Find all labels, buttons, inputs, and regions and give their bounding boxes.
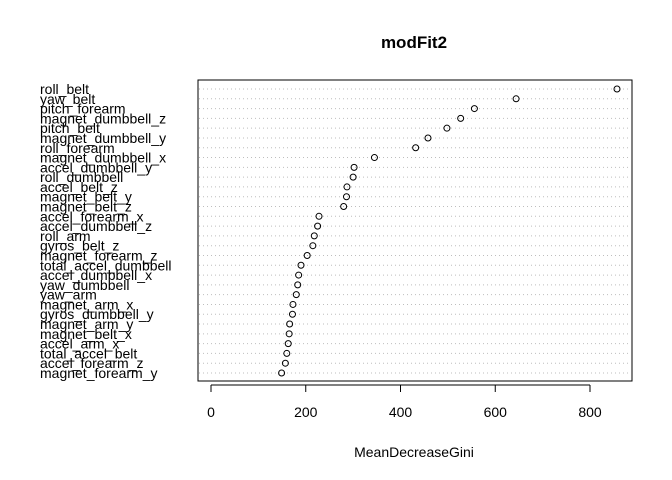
data-point bbox=[283, 349, 291, 357]
category-label: magnet_dumbbell_y bbox=[40, 130, 166, 146]
category-label: roll_forearm bbox=[40, 140, 115, 156]
chart-title: modFit2 bbox=[381, 33, 447, 52]
x-axis: 0 200 400 600 800 bbox=[207, 384, 602, 420]
data-point bbox=[370, 154, 378, 162]
category-label: magnet_belt_z bbox=[40, 199, 132, 215]
data-point bbox=[295, 271, 303, 279]
data-point bbox=[288, 310, 296, 318]
x-tick-label: 0 bbox=[207, 404, 215, 420]
data-point bbox=[309, 242, 317, 250]
data-point bbox=[294, 281, 302, 289]
data-point bbox=[412, 144, 420, 152]
category-label: pitch_belt bbox=[40, 120, 100, 136]
data-point bbox=[350, 163, 358, 171]
data-point bbox=[443, 124, 451, 132]
category-label: pitch_forearm bbox=[40, 101, 126, 117]
category-label: accel_forearm_z bbox=[40, 355, 144, 371]
data-point bbox=[424, 134, 432, 142]
category-label: yaw_belt bbox=[40, 91, 95, 107]
x-tick-label: 200 bbox=[294, 404, 318, 420]
category-label: total_accel_belt bbox=[40, 345, 137, 361]
data-point bbox=[303, 251, 311, 259]
data-point bbox=[343, 183, 351, 191]
category-label: magnet_dumbbell_z bbox=[40, 110, 166, 126]
plot-frame bbox=[197, 79, 633, 382]
data-point bbox=[314, 222, 322, 230]
category-label: gyros_belt_z bbox=[40, 238, 119, 254]
category-label: roll_dumbbell bbox=[40, 169, 123, 185]
data-point bbox=[285, 330, 293, 338]
data-point bbox=[289, 300, 297, 308]
category-label: accel_forearm_x bbox=[40, 208, 144, 224]
data-point bbox=[281, 359, 289, 367]
x-axis-title: MeanDecreaseGini bbox=[354, 444, 474, 460]
data-point bbox=[315, 212, 323, 220]
category-label: accel_dumbbell_x bbox=[40, 267, 152, 283]
category-label: yaw_arm bbox=[40, 287, 97, 303]
data-point bbox=[342, 193, 350, 201]
points bbox=[278, 85, 621, 377]
category-label: magnet_dumbbell_x bbox=[40, 150, 166, 166]
category-label: magnet_forearm_y bbox=[40, 365, 158, 381]
category-label: accel_arm_x bbox=[40, 336, 119, 352]
category-label: magnet_forearm_z bbox=[40, 247, 158, 263]
data-point bbox=[349, 173, 357, 181]
category-label: magnet_arm_y bbox=[40, 316, 133, 332]
data-point bbox=[470, 105, 478, 113]
x-tick-label: 800 bbox=[578, 404, 602, 420]
data-point bbox=[310, 232, 318, 240]
data-point bbox=[613, 85, 621, 93]
category-label: accel_dumbbell_z bbox=[40, 218, 152, 234]
data-point bbox=[292, 291, 300, 299]
data-point bbox=[284, 340, 292, 348]
data-point bbox=[340, 203, 348, 211]
x-tick-label: 600 bbox=[484, 404, 508, 420]
category-label: gyros_dumbbell_y bbox=[40, 306, 154, 322]
category-label: magnet_arm_x bbox=[40, 296, 133, 312]
grid-lines bbox=[199, 88, 631, 374]
category-label: accel_belt_z bbox=[40, 179, 118, 195]
data-point bbox=[457, 114, 465, 122]
category-label: accel_dumbbell_y bbox=[40, 159, 152, 175]
data-point bbox=[512, 95, 520, 103]
category-label: roll_arm bbox=[40, 228, 91, 244]
category-label: yaw_dumbbell bbox=[40, 277, 130, 293]
category-labels: roll_beltyaw_beltpitch_forearmmagnet_dum… bbox=[40, 81, 172, 381]
category-label: magnet_belt_y bbox=[40, 189, 132, 205]
data-point bbox=[297, 261, 305, 269]
data-point bbox=[286, 320, 294, 328]
category-label: roll_belt bbox=[40, 81, 89, 97]
category-label: total_accel_dumbbell bbox=[40, 257, 172, 273]
data-point bbox=[278, 369, 286, 377]
x-tick-label: 400 bbox=[389, 404, 413, 420]
category-label: magnet_belt_x bbox=[40, 326, 132, 342]
